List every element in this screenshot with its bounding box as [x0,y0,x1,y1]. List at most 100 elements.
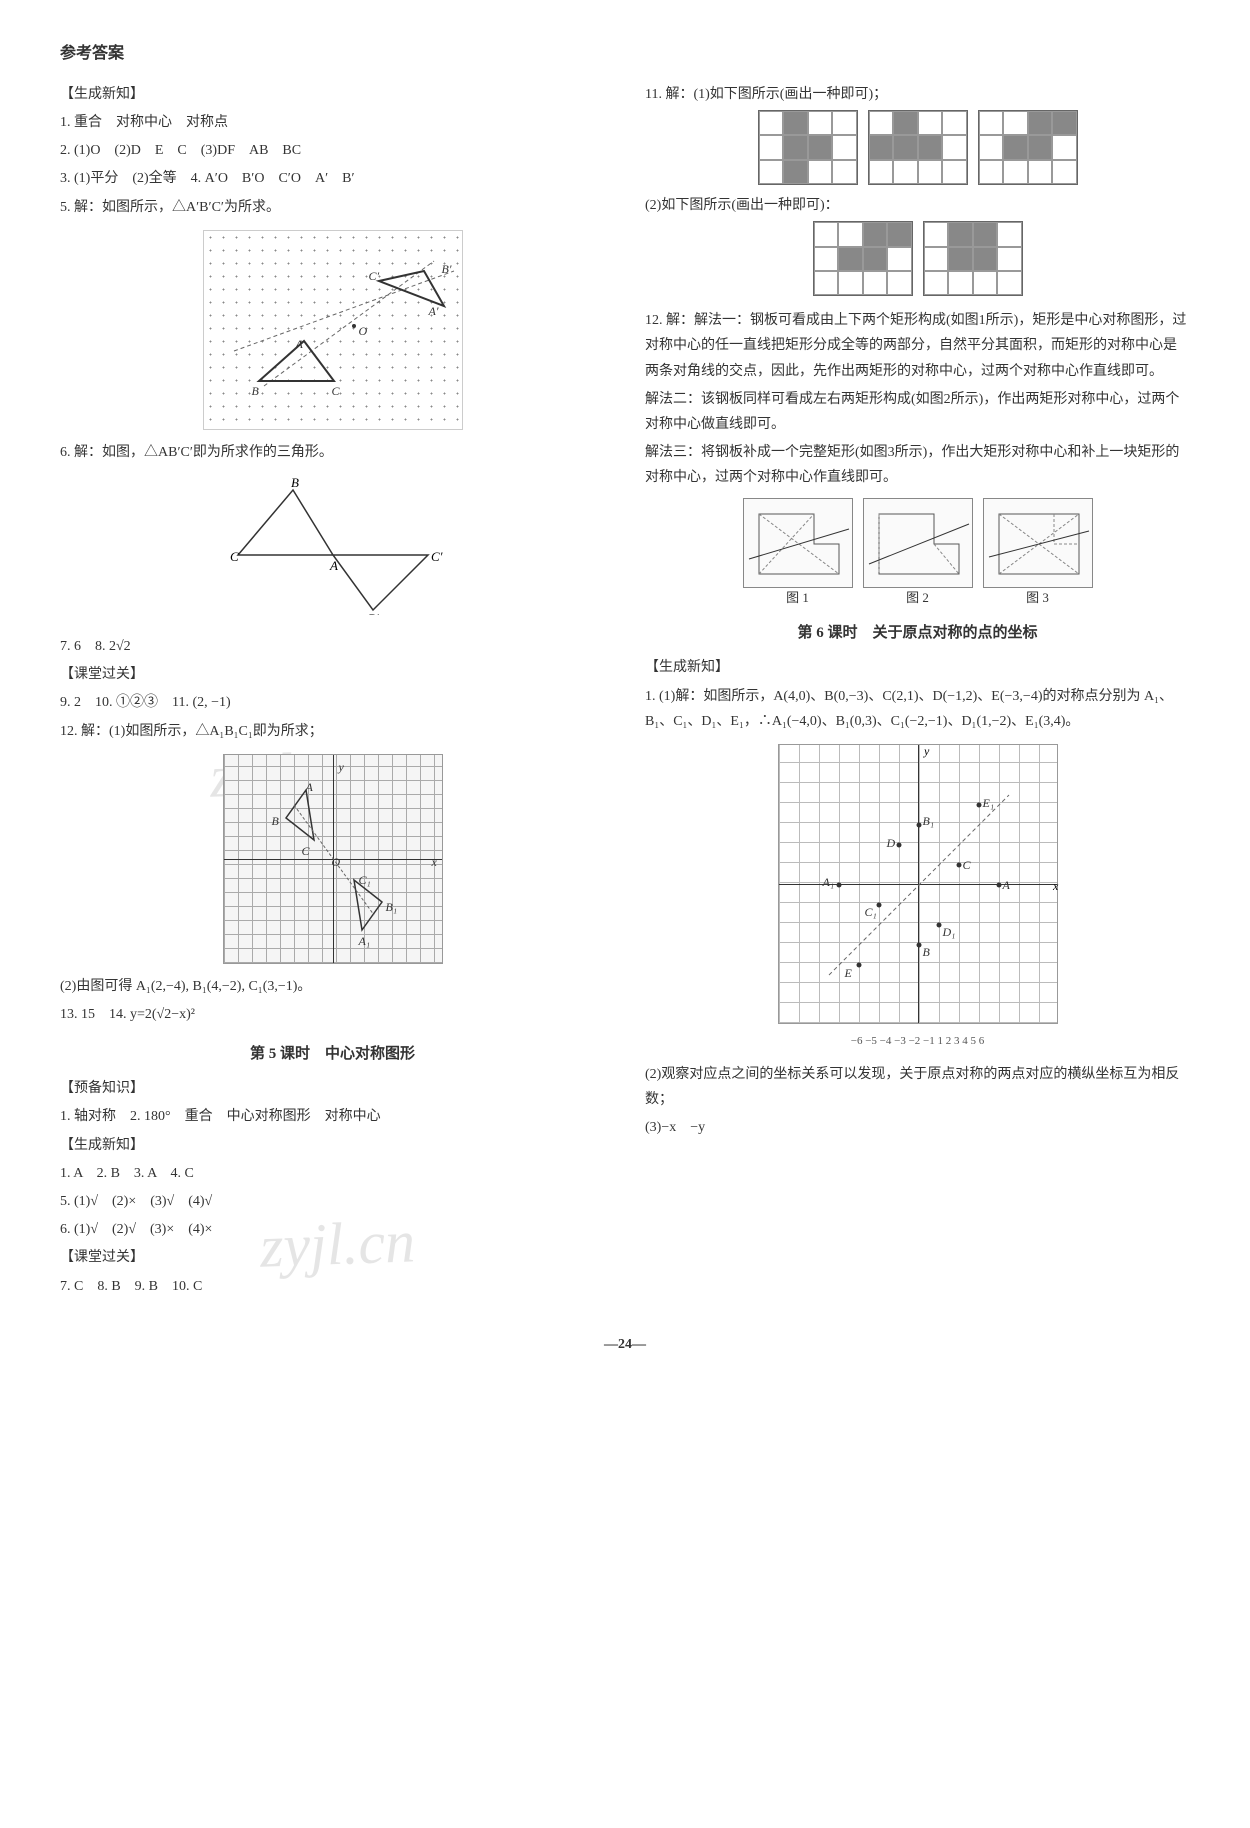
grid-cell [863,222,888,246]
grid-cell [979,160,1004,184]
grid-cell [948,271,973,295]
sketch-caption: 图 3 [984,586,1092,609]
grid-cell [942,135,967,159]
sketch-caption: 图 2 [864,586,972,609]
section-label: 【预备知识】 [60,1076,605,1101]
grid-cell [1028,160,1053,184]
grid-cell [918,135,943,159]
coord-svg: x y [779,745,1059,1025]
figure-12-sketches: 图 1 图 2 图 3 [645,498,1190,588]
figure-label: B′ [442,259,452,281]
answer-line: (2)如下图所示(画出一种即可)： [645,193,1190,218]
figure-label: A [306,777,313,799]
point-label: A₁ [823,872,835,894]
answer-line: 1. A 2. B 3. A 4. C [60,1161,605,1186]
answer-line: 5. (1)√ (2)× (3)√ (4)√ [60,1189,605,1214]
point-label: D [887,833,896,855]
lesson-5-title: 第 5 课时 中心对称图形 [60,1041,605,1068]
figure-label: O [359,321,368,343]
grid-cell [1028,135,1053,159]
sketch-fig-1: 图 1 [743,498,853,588]
grid-figure [923,221,1023,296]
svg-text:B′: B′ [368,611,379,615]
grid-cell [893,111,918,135]
answer-line: 9. 2 10. ①②③ 11. (2, −1) [60,690,605,715]
figure-12-coordinate-grid: A B C A₁ B₁ C₁ O x y [60,754,605,964]
figure-label: B [272,811,279,833]
figure-coordinate-plane: x y A B C D E A₁ B₁ C₁ D₁ E₁ −6 −5 −4 −3… [645,744,1190,1052]
svg-text:B: B [291,475,299,490]
answer-line: 1. (1)解：如图所示，A(4,0)、B(0,−3)、C(2,1)、D(−1,… [645,684,1190,734]
answer-line: 12. 解：解法一：钢板可看成由上下两个矩形构成(如图1所示)，矩形是中心对称图… [645,308,1190,384]
grid-cell [832,111,857,135]
figure-label: O [332,852,341,874]
figure-6-triangle: B C A C′ B′ [60,475,605,624]
grid-cell [1003,111,1028,135]
grid-figure [758,110,858,185]
figure-label: C′ [369,266,380,288]
figure-label: A [296,334,303,356]
grid-cell [759,135,784,159]
svg-text:x: x [1052,879,1059,893]
grid-cell [814,271,839,295]
svg-text:y: y [923,745,930,758]
section-label: 【课堂过关】 [60,662,605,687]
figure-label: C [302,841,310,863]
left-column: 【生成新知】 1. 重合 对称中心 对称点 2. (1)O (2)D E C (… [60,79,605,1302]
svg-text:C: C [230,549,239,564]
grid-cell [838,247,863,271]
figure-label: C₁ [359,870,371,892]
grid-cell [924,247,949,271]
figure-label: A′ [429,301,439,323]
grid-cell [832,135,857,159]
grid-cell [887,247,912,271]
grid-cell [783,111,808,135]
sketch-caption: 图 1 [744,586,852,609]
grid-cell [887,222,912,246]
grid-cell [918,160,943,184]
figure-6-svg: B C A C′ B′ [203,475,463,615]
grid-cell [948,222,973,246]
answer-line: 3. (1)平分 (2)全等 4. A′O B′O C′O A′ B′ [60,166,605,191]
point-label: B₁ [923,811,935,833]
grid-cell [1003,160,1028,184]
sketch-fig-3: 图 3 [983,498,1093,588]
point-label: C [963,855,971,877]
answer-line: 6. 解：如图，△AB′C′即为所求作的三角形。 [60,440,605,465]
grid-cell [973,271,998,295]
section-label: 【生成新知】 [60,82,605,107]
answer-line: 7. 6 8. 2√2 [60,634,605,659]
grid-cell [1028,111,1053,135]
figure-label: A₁ [359,931,371,953]
figure-label: y [339,757,344,779]
grid-cell [893,135,918,159]
grid-figure [813,221,913,296]
grid-cell [832,160,857,184]
grid-cell [863,271,888,295]
page-number: —24— [60,1332,1190,1357]
answer-line: 1. 轴对称 2. 180° 重合 中心对称图形 对称中心 [60,1104,605,1129]
point-label: E₁ [983,793,995,815]
right-column: 11. 解：(1)如下图所示(画出一种即可)； (2)如下图所示(画出一种即可)… [645,79,1190,1302]
grid-cell [948,247,973,271]
figure-label: B [252,381,259,403]
answer-line: 12. 解：(1)如图所示，△A₁B₁C₁即为所求； [60,719,605,744]
grid-cell [783,160,808,184]
grid-cell [997,247,1022,271]
grid-cell [814,222,839,246]
lesson-6-title: 第 6 课时 关于原点对称的点的坐标 [645,620,1190,647]
grid-cell [1052,135,1077,159]
answer-line: 11. 解：(1)如下图所示(画出一种即可)； [645,82,1190,107]
figure-label: x [432,852,437,874]
grid-cell [808,111,833,135]
answer-line: 解法二：该钢板同样可看成左右两矩形构成(如图2所示)，作出两矩形对称中心，过两个… [645,387,1190,437]
grid-cell [997,222,1022,246]
grid-figures-row-2 [645,221,1190,296]
grid-figure [978,110,1078,185]
figure-label: B₁ [386,897,398,919]
grid-cell [997,271,1022,295]
grid-cell [838,271,863,295]
grid-cell [783,135,808,159]
section-label: 【生成新知】 [645,655,1190,680]
grid-cell [838,222,863,246]
